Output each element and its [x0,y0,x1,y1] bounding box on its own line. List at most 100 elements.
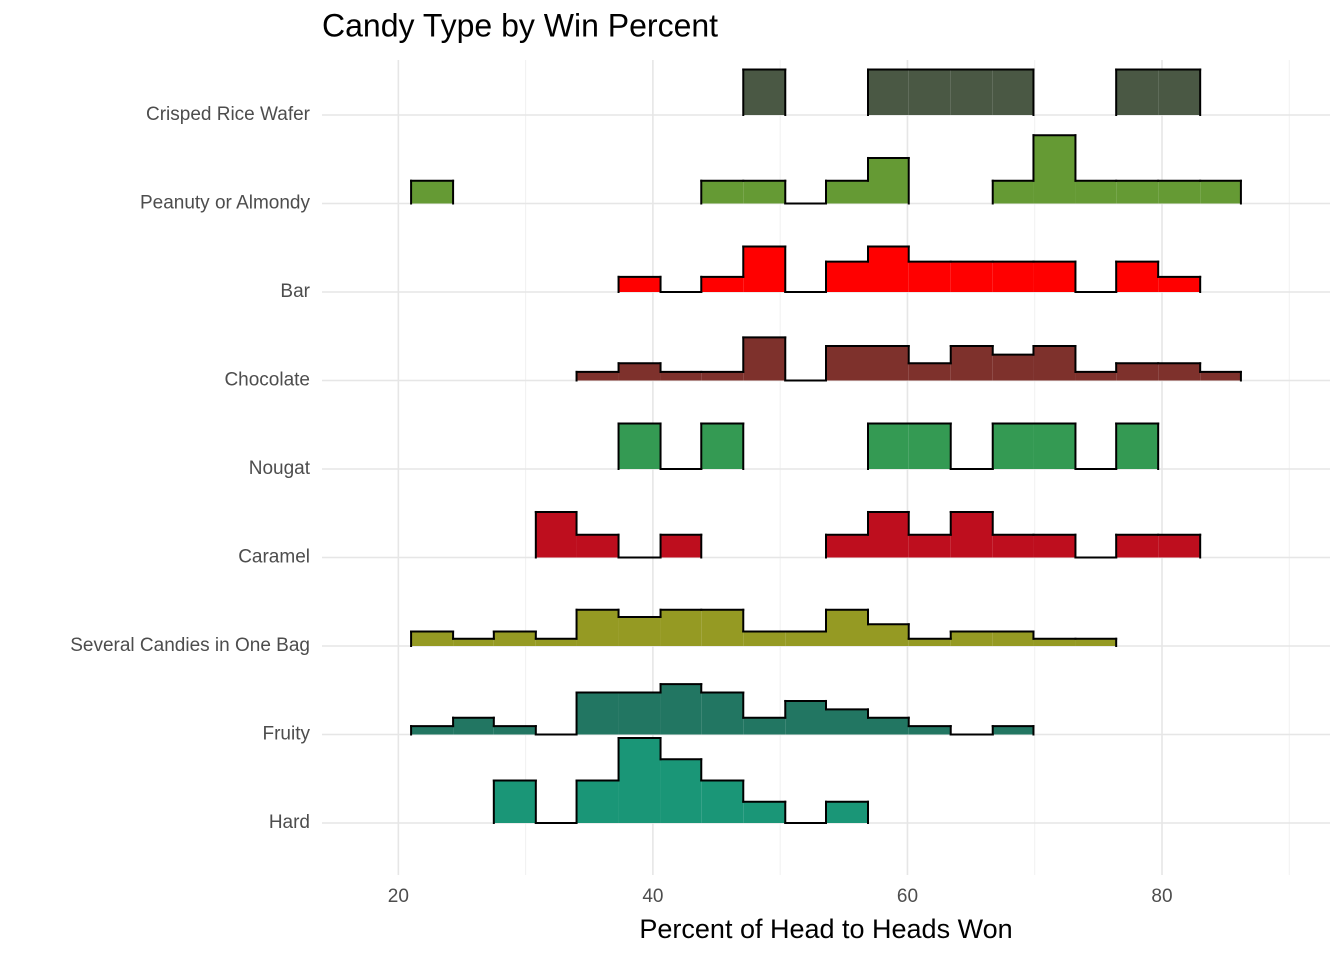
y-tick-label: Fruity [263,724,311,745]
bar [868,69,909,115]
bar [743,717,786,735]
bar [826,261,868,292]
bar [1158,534,1201,558]
bar [992,631,1034,646]
bar [826,346,868,381]
bar [826,801,868,823]
ridge [410,134,1242,205]
bar [660,684,702,735]
bar [660,371,702,381]
ridge [410,608,1118,647]
x-tick-label: 40 [642,886,663,907]
ridge [742,68,1202,116]
bar [743,337,786,381]
bar [950,69,993,115]
bar [1116,423,1159,469]
bar [1158,363,1201,381]
bar [868,511,909,558]
bar [992,354,1034,381]
ridge [617,422,1160,470]
bar [908,363,951,381]
bar [1075,371,1117,381]
bar [453,717,494,735]
bar [1116,180,1159,204]
bar [618,423,661,469]
bar [618,692,661,735]
y-tick-label: Caramel [238,547,310,568]
bar [908,726,951,735]
y-tick-label: Chocolate [224,370,310,391]
y-tick-label: Nougat [249,458,311,479]
bar [618,738,661,823]
bar [1033,346,1076,381]
bar [908,69,951,115]
bar [826,534,868,558]
bar [1033,261,1076,292]
bar [1033,135,1076,204]
ridge [410,683,1035,736]
y-tick-label: Bar [280,281,310,302]
ridge [534,510,1202,559]
bar [618,617,661,646]
bar [908,534,951,558]
bar [701,371,744,381]
bar [1200,180,1241,204]
bar [453,638,494,646]
bar [785,631,826,646]
bar [868,423,909,469]
bar [576,371,619,381]
bar [535,511,577,558]
bar [1075,638,1117,646]
ridge [617,245,1202,293]
bar [701,423,744,469]
x-tick-label: 60 [897,886,918,907]
bar [576,534,619,558]
bar [785,700,826,735]
bar [411,726,454,735]
bar [868,346,909,381]
x-tick-label: 20 [388,886,409,907]
bar [1116,261,1159,292]
bar [992,726,1034,735]
bar [868,157,909,204]
y-tick-label: Peanuty or Almondy [140,193,311,214]
x-axis-label: Percent of Head to Heads Won [639,914,1012,944]
bar [826,609,868,646]
bar [908,261,951,292]
bar [743,246,786,292]
bar [992,423,1034,469]
bar [618,276,661,292]
bar [660,759,702,823]
bar [950,261,993,292]
bar [576,692,619,735]
bar [493,631,536,646]
x-tick-label: 80 [1151,886,1172,907]
chart-title: Candy Type by Win Percent [322,7,718,43]
bar [535,638,577,646]
bar [1033,638,1076,646]
bar [493,780,536,823]
bar [743,801,786,823]
y-tick-label: Crisped Rice Wafer [146,104,311,125]
bar [743,69,786,115]
ridge [492,737,869,824]
bar [1158,180,1201,204]
bar [701,780,744,823]
bar [950,631,993,646]
bar [1033,534,1076,558]
bar [826,709,868,735]
bar [701,609,744,646]
bar [1158,69,1201,115]
bar [743,631,786,646]
ridge [575,336,1242,382]
bar [992,180,1034,204]
bar [908,423,951,469]
bar [826,180,868,204]
bar [1158,276,1201,292]
bar [660,534,702,558]
bar [660,609,702,646]
bar [743,180,786,204]
bar [1200,371,1241,381]
bar [576,780,619,823]
